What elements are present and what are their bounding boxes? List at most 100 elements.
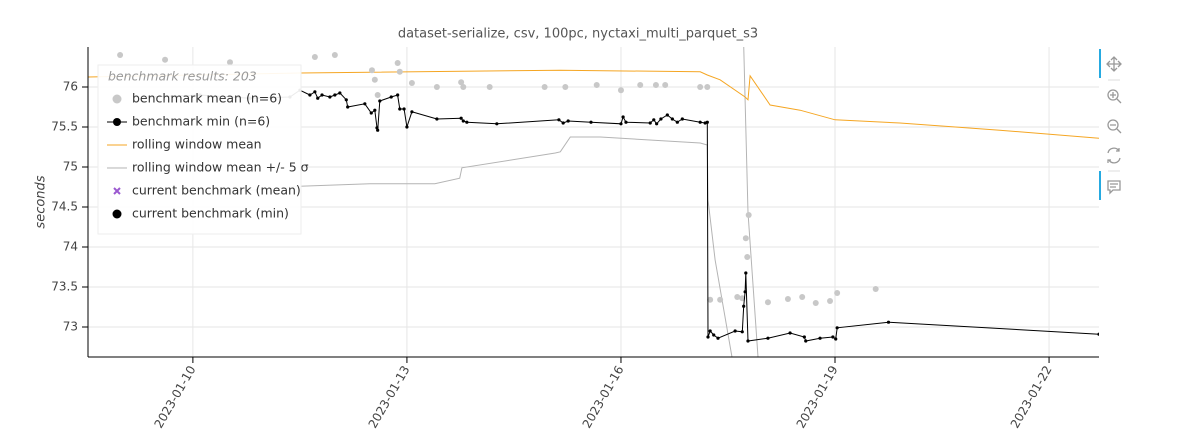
mean-point	[697, 84, 704, 90]
min-point	[716, 336, 720, 340]
min-point	[557, 118, 561, 122]
mean-point	[744, 254, 751, 260]
legend-glyph	[113, 118, 121, 126]
zoom-out-tool[interactable]	[1107, 119, 1122, 134]
legend-glyph	[113, 187, 121, 195]
mean-point	[374, 92, 381, 98]
min-point	[742, 304, 746, 308]
mean-point	[662, 82, 669, 88]
min-point	[369, 111, 373, 115]
mean-point	[872, 286, 879, 292]
legend-glyph	[112, 94, 122, 104]
x-tick-label: 2023-01-16	[580, 363, 627, 430]
min-point	[708, 329, 712, 333]
min-point	[835, 326, 839, 330]
min-point	[886, 320, 891, 324]
min-point	[398, 107, 402, 111]
y-tick-label: 73	[63, 320, 78, 334]
min-point	[659, 117, 663, 121]
x-tick-label: 2023-01-22	[1008, 363, 1055, 430]
min-point	[363, 102, 367, 106]
mean-point	[311, 54, 318, 60]
min-point	[743, 290, 747, 294]
min-point	[744, 271, 748, 275]
min-point	[818, 336, 822, 340]
mean-point	[745, 212, 752, 218]
min-point	[619, 122, 623, 126]
chart-title: dataset-serialize, csv, 100pc, nyctaxi_m…	[398, 27, 758, 42]
min-point	[328, 95, 332, 99]
min-point	[712, 333, 716, 337]
min-point	[746, 339, 750, 343]
y-axis-label: seconds	[34, 175, 49, 228]
mean-point	[331, 52, 338, 58]
hover-tool[interactable]	[1107, 180, 1121, 195]
min-point	[621, 115, 625, 119]
min-point	[705, 120, 709, 124]
rolling-mean-line	[88, 69, 1099, 139]
x-tick-label: 2023-01-10	[152, 363, 199, 430]
mean-point	[117, 52, 124, 58]
min-point	[680, 117, 684, 121]
mean-point	[637, 82, 644, 88]
mean-point	[784, 296, 791, 302]
legend-label: rolling window mean	[132, 137, 262, 152]
mean-point	[734, 294, 741, 300]
min-point	[566, 119, 570, 123]
mean-point	[827, 298, 834, 304]
mean-point	[541, 84, 548, 90]
legend-title: benchmark results: 203	[108, 69, 257, 84]
min-point	[344, 98, 348, 102]
min-point	[665, 113, 669, 117]
min-point	[402, 107, 406, 111]
plot-area	[88, 47, 1099, 357]
reset-tool[interactable]	[1107, 147, 1121, 164]
min-point	[740, 330, 744, 334]
legend-label: current benchmark (mean)	[132, 183, 301, 198]
mean-point	[162, 56, 169, 63]
mean-point	[834, 290, 841, 296]
min-point	[706, 335, 710, 339]
legend-label: benchmark min (n=6)	[132, 114, 270, 129]
min-point	[373, 108, 377, 112]
min-point	[459, 116, 463, 120]
min-point	[804, 339, 808, 343]
min-point	[652, 118, 656, 122]
min-point	[831, 335, 835, 339]
min-point	[670, 117, 674, 121]
mean-point	[717, 296, 724, 303]
mean-point	[764, 299, 771, 306]
mean-point	[799, 294, 806, 300]
mean-point	[617, 87, 624, 94]
y-tick-label: 75.5	[51, 120, 78, 134]
min-point	[465, 120, 469, 124]
pan-tool[interactable]	[1106, 56, 1122, 72]
mean-point	[652, 82, 659, 88]
mean-point	[368, 67, 375, 74]
mean-point	[739, 295, 746, 302]
legend-label: rolling window mean +/- 5 σ	[132, 160, 309, 175]
min-point	[495, 122, 499, 126]
zoom-in-tool[interactable]	[1107, 89, 1122, 104]
mean-point	[812, 300, 819, 306]
min-point	[648, 121, 652, 125]
mean-point	[707, 296, 714, 303]
min-point	[316, 96, 320, 100]
min-point	[766, 336, 770, 340]
min-point	[396, 93, 400, 97]
y-tick-label: 74.5	[51, 200, 78, 214]
min-point	[1097, 332, 1099, 336]
min-point	[675, 120, 679, 124]
min-point	[698, 120, 702, 124]
y-tick-label: 74	[63, 240, 78, 254]
mean-point	[704, 84, 711, 90]
legend-label: benchmark mean (n=6)	[132, 91, 282, 106]
min-point	[589, 120, 593, 124]
min-point	[333, 93, 337, 97]
min-point	[375, 126, 379, 130]
mean-point	[593, 82, 600, 88]
mean-point	[394, 60, 401, 66]
min-point	[376, 128, 380, 132]
min-point	[435, 117, 439, 121]
